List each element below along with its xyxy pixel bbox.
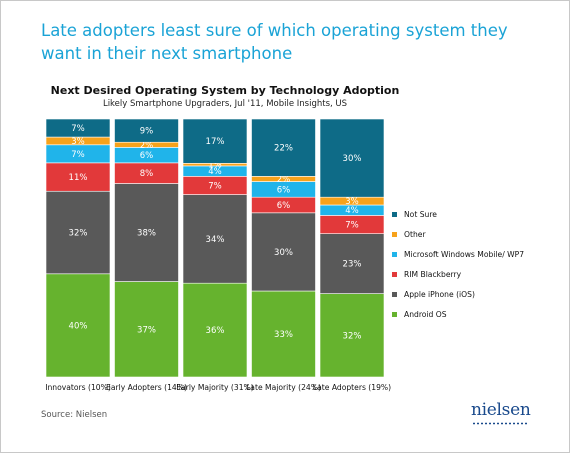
logo-dots — [472, 422, 528, 425]
data-label: 7% — [71, 124, 85, 134]
data-label: 6% — [277, 185, 291, 195]
data-label: 3% — [345, 197, 359, 207]
data-label: 38% — [137, 229, 156, 239]
bar-segment-android-os — [251, 290, 316, 378]
legend-label: Android OS — [404, 310, 447, 319]
logo-text: nielsen — [471, 400, 531, 420]
data-label: 33% — [274, 330, 293, 340]
bar-segment-not-sure — [45, 118, 111, 138]
data-label: 37% — [137, 325, 156, 335]
legend-swatch-android-os — [392, 312, 397, 317]
bar-segment-apple-iphone-ios — [319, 233, 385, 294]
data-label: 32% — [69, 229, 88, 239]
data-label: 3% — [71, 137, 85, 147]
data-label: 6% — [140, 151, 154, 161]
chart-subtitle: Likely Smartphone Upgraders, Jul '11, Mo… — [102, 99, 348, 109]
data-label: 17% — [206, 137, 225, 147]
legend-label: Microsoft Windows Mobile/ WP7 — [404, 250, 524, 259]
data-label: 34% — [206, 235, 225, 245]
legend-swatch-apple-iphone-ios — [392, 292, 397, 297]
legend-swatch-not-sure — [392, 212, 397, 217]
bar-segment-android-os — [114, 281, 179, 378]
legend-swatch-rim-blackberry — [392, 272, 397, 277]
data-label: 4% — [208, 167, 222, 177]
category-label: Late Adopters (19%) — [313, 383, 391, 392]
data-label: 9% — [140, 127, 154, 137]
data-label: 22% — [274, 144, 293, 154]
data-label: 7% — [71, 150, 85, 160]
bar-segment-rim-blackberry — [45, 162, 111, 192]
bar-segment-not-sure — [114, 118, 179, 143]
data-label: 30% — [343, 154, 362, 164]
legend-swatch-microsoft-windows-mobile-wp7 — [392, 252, 397, 257]
chart-title: Next Desired Operating System by Technol… — [50, 84, 400, 97]
bar-segment-apple-iphone-ios — [251, 212, 316, 292]
data-label: 6% — [277, 201, 291, 211]
bar-segment-apple-iphone-ios — [114, 183, 179, 282]
legend-label: Not Sure — [404, 210, 437, 219]
legend-label: RIM Blackberry — [404, 270, 462, 279]
data-label: 7% — [345, 221, 359, 231]
data-label: 23% — [343, 260, 362, 270]
data-label: 1% — [208, 161, 222, 171]
data-label: 40% — [69, 321, 88, 331]
data-label: 7% — [208, 181, 222, 191]
nielsen-logo: nielsen — [471, 400, 531, 425]
legend-label: Apple iPhone (iOS) — [404, 290, 475, 299]
bar-segment-android-os — [45, 273, 111, 378]
category-label: Innovators (10%) — [45, 383, 111, 392]
data-label: 8% — [140, 169, 154, 179]
legend-label: Other — [404, 230, 426, 239]
data-label: 2% — [140, 141, 154, 151]
headline: Late adopters least sure of which operat… — [41, 21, 508, 63]
bar-segment-apple-iphone-ios — [45, 190, 111, 275]
bar-segment-not-sure — [319, 118, 385, 198]
category-label: Late Majority (24%) — [246, 383, 321, 392]
bar-segment-android-os — [182, 282, 248, 378]
data-label: 4% — [345, 206, 359, 216]
category-label: Early Adopters (14%) — [106, 383, 187, 392]
source-note: Source: Nielsen — [41, 410, 108, 420]
data-label: 36% — [206, 326, 225, 336]
category-label: Early Majority (31%) — [176, 383, 254, 392]
data-label: 30% — [274, 248, 293, 258]
legend-swatch-other — [392, 232, 397, 237]
data-label: 2% — [277, 175, 291, 185]
bar-segment-not-sure — [251, 118, 316, 177]
bar-segment-not-sure — [182, 118, 248, 164]
data-label: 32% — [343, 331, 362, 341]
data-label: 11% — [69, 173, 88, 183]
bar-segment-apple-iphone-ios — [182, 194, 248, 284]
